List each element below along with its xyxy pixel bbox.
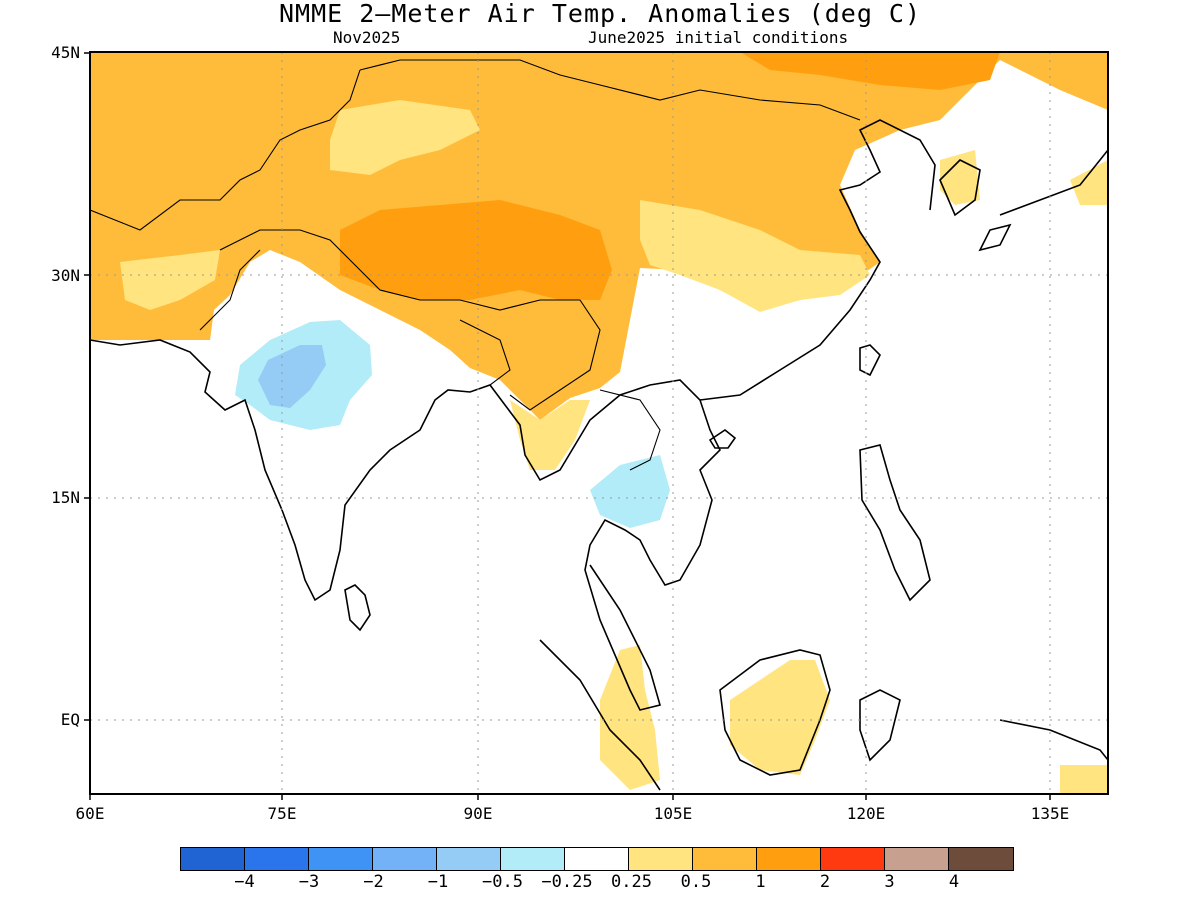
colorbar-label: 2 (819, 872, 831, 892)
y-tick-label: 30N (51, 266, 80, 285)
gridlines (90, 52, 1108, 794)
anomaly-region-newguinea-0p25-0p5 (1060, 765, 1108, 794)
colorbar-swatch (437, 848, 501, 870)
colorbar-swatch (501, 848, 565, 870)
x-tick-label: 60E (75, 804, 105, 823)
anomaly-region-india-neg0p5-neg1 (258, 345, 326, 408)
colorbar-label: 4 (948, 872, 960, 892)
colorbar-label: −3 (298, 872, 320, 892)
x-tick-label: 135E (1030, 804, 1070, 823)
initial-conditions-label: June2025 initial conditions (588, 28, 849, 47)
colorbar-swatch (757, 848, 821, 870)
anomaly-region-korea-0p25-0p5 (940, 150, 980, 205)
valid-month-label: Nov2025 (333, 28, 401, 47)
colorbar-label: 1 (755, 872, 766, 892)
x-tick-label: 120E (846, 804, 886, 823)
colorbar-label: −2 (363, 872, 384, 892)
anomaly-region-japan-0p25-0p5 (1070, 160, 1108, 205)
colorbar-swatch (181, 848, 245, 870)
country-borders (90, 59, 861, 471)
colorbar-label: 3 (884, 872, 895, 892)
x-tick-label: 105E (653, 804, 693, 823)
anomaly-region-thailand-neg0p25-neg0p5 (590, 455, 670, 528)
axis-ticks (84, 52, 1051, 800)
anomaly-region-myanmar-0p25-0p5 (510, 400, 590, 470)
anomaly-region-southchina-0p25-0p5 (640, 200, 870, 312)
colorbar-swatch (373, 848, 437, 870)
colorbar-label: −0.25 (541, 872, 593, 892)
x-tick-label: 75E (267, 804, 297, 823)
colorbar-swatch (309, 848, 373, 870)
x-tick-label: 90E (463, 804, 493, 823)
plot-frame (89, 51, 1109, 795)
colorbar (180, 847, 1014, 871)
colorbar-swatch (885, 848, 949, 870)
y-tick-label: 45N (51, 43, 80, 62)
anomaly-region-pakistan-0p25-0p5 (120, 250, 220, 310)
colorbar-label: −1 (427, 872, 449, 892)
anomaly-region-tarim-0p25-0p5 (330, 100, 480, 175)
map-title: NMME 2–Meter Air Temp. Anomalies (deg C) (278, 0, 922, 28)
colorbar-label: −4 (234, 872, 255, 892)
y-tick-label: EQ (60, 710, 80, 729)
anomaly-region-borneo-0p25-0p5 (730, 660, 830, 775)
colorbar-label: −0.5 (482, 872, 523, 892)
anomaly-region-mongolia-1-2 (740, 52, 1000, 90)
colorbar-swatch (245, 848, 309, 870)
colorbar-swatch (821, 848, 885, 870)
colorbar-swatch (949, 848, 1013, 870)
colorbar-label: 0.5 (680, 872, 712, 892)
y-tick-label: 15N (51, 488, 80, 507)
colorbar-swatch (693, 848, 757, 870)
anomaly-region-tibet-1-2 (340, 200, 612, 300)
colorbar-swatch (629, 848, 693, 870)
anomaly-region-sumatra-0p25-0p5 (600, 645, 660, 790)
colorbar-swatch (565, 848, 629, 870)
colorbar-label: 0.25 (611, 872, 652, 892)
